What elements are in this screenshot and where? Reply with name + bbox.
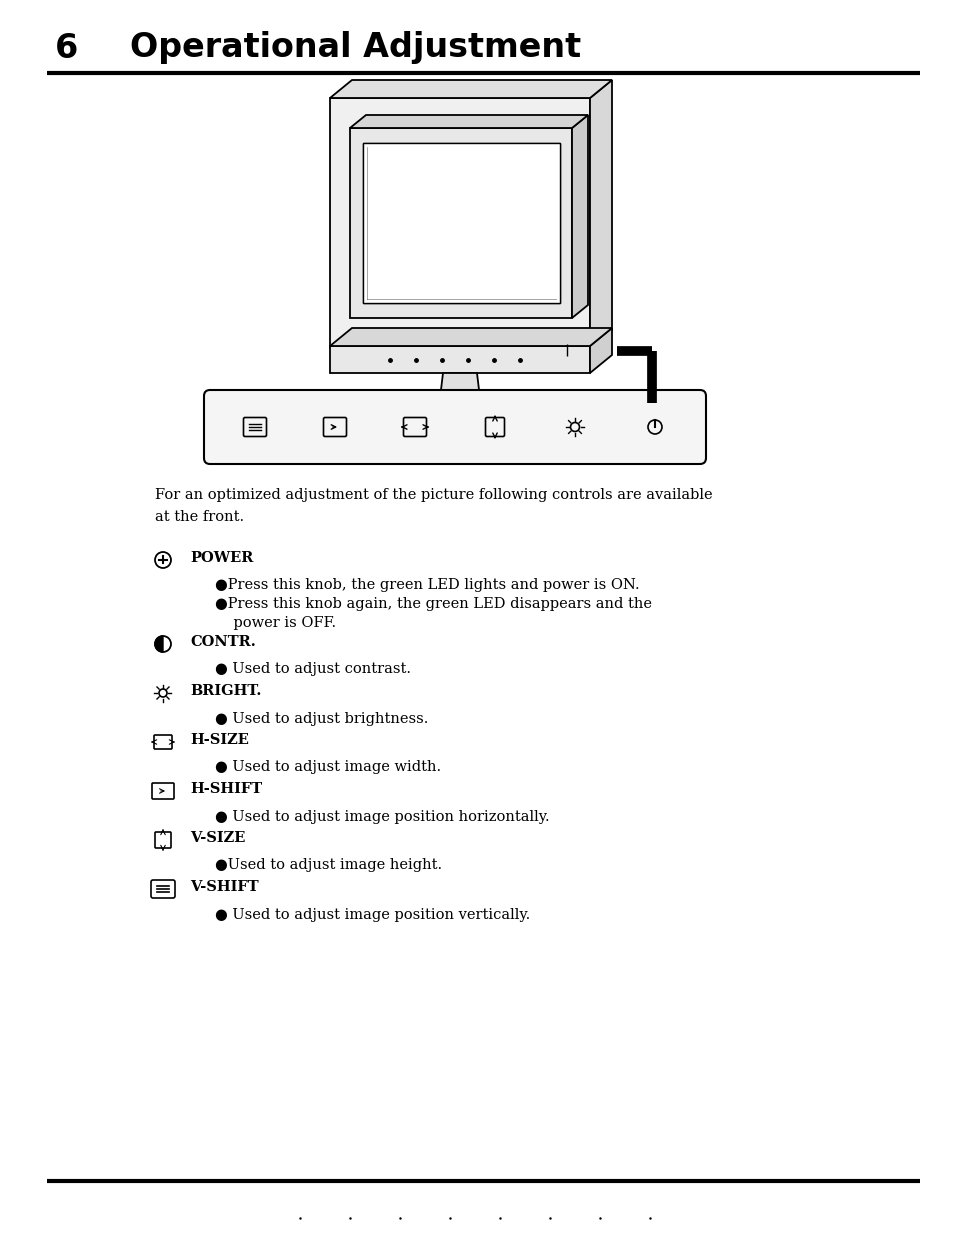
Polygon shape <box>154 636 163 652</box>
Text: V-SIZE: V-SIZE <box>190 831 245 846</box>
Text: H-SHIFT: H-SHIFT <box>190 782 262 796</box>
Polygon shape <box>437 373 481 415</box>
Polygon shape <box>589 328 612 373</box>
Text: Operational Adjustment: Operational Adjustment <box>130 31 580 64</box>
Text: ●Used to adjust image height.: ●Used to adjust image height. <box>214 858 441 873</box>
Polygon shape <box>363 144 559 303</box>
Polygon shape <box>350 128 572 318</box>
Polygon shape <box>330 80 612 98</box>
Text: BRIGHT.: BRIGHT. <box>190 685 261 698</box>
Text: ● Used to adjust image position horizontally.: ● Used to adjust image position horizont… <box>214 810 549 823</box>
Polygon shape <box>330 98 589 348</box>
Polygon shape <box>363 144 559 303</box>
Text: 6: 6 <box>55 31 78 64</box>
Text: CONTR.: CONTR. <box>190 635 255 649</box>
Text: V-SHIFT: V-SHIFT <box>190 880 258 894</box>
Text: For an optimized adjustment of the picture following controls are available
at t: For an optimized adjustment of the pictu… <box>154 488 712 524</box>
Text: POWER: POWER <box>190 551 253 565</box>
FancyBboxPatch shape <box>401 430 517 454</box>
Text: ● Used to adjust image width.: ● Used to adjust image width. <box>214 760 440 775</box>
Polygon shape <box>572 115 587 318</box>
Text: ● Used to adjust image position vertically.: ● Used to adjust image position vertical… <box>214 907 530 921</box>
Text: ●Press this knob again, the green LED disappears and the
    power is OFF.: ●Press this knob again, the green LED di… <box>214 597 651 630</box>
FancyBboxPatch shape <box>204 390 705 464</box>
Text: ● Used to adjust contrast.: ● Used to adjust contrast. <box>214 662 411 676</box>
Polygon shape <box>350 115 587 128</box>
Text: ●Press this knob, the green LED lights and power is ON.: ●Press this knob, the green LED lights a… <box>214 578 639 593</box>
Polygon shape <box>330 345 589 373</box>
Text: H-SIZE: H-SIZE <box>190 733 249 747</box>
Polygon shape <box>639 402 663 423</box>
Polygon shape <box>330 328 612 345</box>
Text: ● Used to adjust brightness.: ● Used to adjust brightness. <box>214 712 428 725</box>
Polygon shape <box>589 80 612 348</box>
